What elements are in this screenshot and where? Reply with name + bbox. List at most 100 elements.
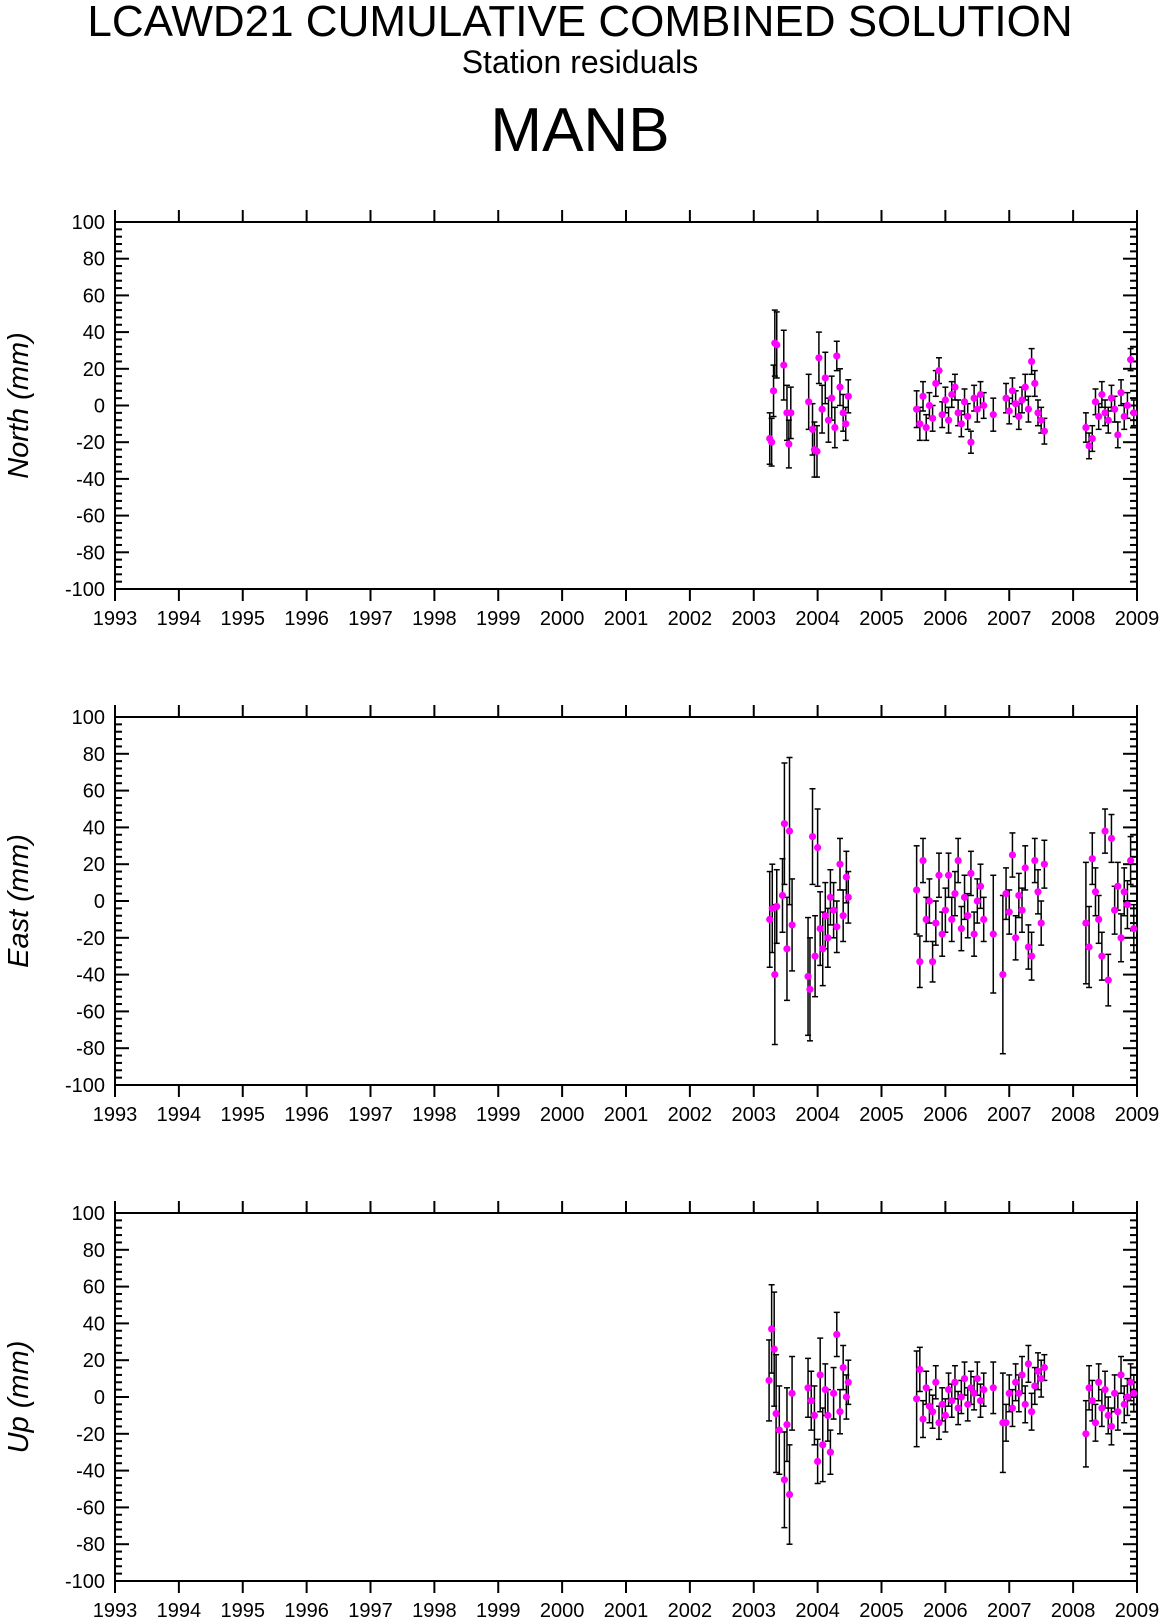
up-data-point — [1031, 1382, 1039, 1390]
up-data-point — [810, 1411, 819, 1419]
up-xtick-label: 2002 — [668, 1600, 713, 1621]
north-data-point — [815, 354, 823, 362]
up-ytick-label: 20 — [83, 1350, 105, 1372]
up-data-point — [964, 1400, 972, 1408]
north-data-point — [787, 409, 795, 417]
east-xtick-label: 2000 — [540, 1104, 585, 1126]
up-data-point — [1088, 1397, 1096, 1405]
east-data-point — [1028, 952, 1036, 960]
north-data-point — [824, 416, 833, 424]
up-data-point — [1005, 1389, 1013, 1397]
east-ytick-label: -80 — [76, 1038, 105, 1060]
north-data-point — [785, 440, 793, 448]
east-data-point — [1107, 834, 1116, 843]
north-data-point — [932, 379, 940, 388]
up-data-point — [829, 1389, 838, 1397]
up-data-point — [1040, 1363, 1048, 1372]
up-data-point — [780, 1476, 789, 1484]
east-data-point — [1082, 919, 1090, 927]
up-ytick-label: 80 — [83, 1240, 105, 1262]
up-ytick-label: -100 — [65, 1571, 105, 1593]
north-data-point — [1082, 423, 1090, 432]
east-data-point — [814, 844, 822, 852]
east-data-point — [913, 886, 921, 894]
north-ytick-label: -80 — [76, 542, 105, 564]
north-data-point — [938, 411, 946, 419]
north-data-point — [1021, 383, 1029, 391]
north-data-point — [1120, 412, 1128, 421]
east-data-point — [976, 882, 985, 890]
up-ytick-label: -80 — [76, 1534, 105, 1556]
up-ytick-label: 40 — [83, 1313, 105, 1335]
east-data-point — [1037, 919, 1045, 927]
up-data-point — [1127, 1378, 1135, 1386]
east-data-point — [766, 915, 774, 924]
up-data-point — [768, 1325, 776, 1333]
up-data-point — [1002, 1419, 1010, 1427]
north-data-point — [944, 416, 953, 424]
east-data-point — [1111, 906, 1119, 914]
east-xtick-label: 2007 — [987, 1104, 1032, 1126]
east-data-point — [1088, 855, 1096, 863]
east-data-point — [957, 925, 965, 933]
east-ytick-label: 60 — [83, 781, 105, 803]
north-data-point — [941, 396, 949, 404]
north-data-point — [989, 411, 997, 419]
up-data-point — [844, 1378, 852, 1386]
north-data-point — [839, 409, 847, 417]
up-xtick-label: 1998 — [412, 1600, 457, 1621]
north-data-point — [1111, 405, 1119, 413]
east-xtick-label: 2006 — [923, 1104, 968, 1126]
north-data-point — [929, 414, 937, 422]
east-ylabel: East (mm) — [3, 834, 35, 968]
north-xtick-label: 1993 — [93, 608, 138, 630]
north-data-point — [769, 387, 778, 395]
north-xtick-label: 1998 — [412, 608, 457, 630]
up-ylabel: Up (mm) — [3, 1341, 35, 1454]
north-xtick-label: 2002 — [668, 608, 713, 630]
east-data-point — [1005, 908, 1013, 916]
north-xtick-label: 2001 — [604, 608, 649, 630]
up-data-point — [976, 1397, 985, 1405]
east-data-point — [1012, 934, 1020, 942]
east-data-point — [941, 906, 949, 914]
north-data-point — [1098, 390, 1106, 399]
up-xtick-label: 1993 — [93, 1600, 138, 1621]
north-data-point — [768, 438, 776, 446]
north-data-point — [1107, 394, 1116, 402]
north-xtick-label: 1999 — [476, 608, 521, 630]
north-ytick-label: -20 — [76, 432, 105, 454]
up-data-point — [1123, 1393, 1132, 1401]
chart-subtitle: Station residuals — [461, 44, 699, 80]
north-data-point — [842, 420, 850, 428]
east-data-point — [778, 891, 787, 900]
up-data-point — [929, 1408, 937, 1416]
east-ytick-label: -100 — [65, 1075, 105, 1097]
east-xtick-label: 1999 — [476, 1104, 521, 1126]
north-data-point — [831, 423, 839, 432]
north-data-point — [1088, 434, 1096, 443]
up-xtick-label: 1995 — [221, 1600, 266, 1621]
north-ytick-label: 20 — [83, 359, 105, 381]
up-data-point — [816, 1371, 824, 1379]
up-data-point — [944, 1386, 953, 1394]
up-xtick-label: 2003 — [732, 1600, 777, 1621]
east-data-point — [842, 873, 850, 881]
east-data-point — [788, 921, 796, 929]
up-data-point — [1024, 1360, 1033, 1368]
north-data-point — [1117, 389, 1125, 397]
east-data-point — [1091, 888, 1100, 896]
north-data-point — [1018, 396, 1026, 404]
north-ytick-label: -100 — [65, 579, 105, 601]
east-data-point — [944, 871, 953, 879]
east-data-point — [836, 860, 844, 868]
north-data-point — [1034, 409, 1042, 417]
north-ytick-label: -40 — [76, 469, 105, 491]
up-data-point — [1037, 1375, 1045, 1383]
up-data-point — [1021, 1400, 1029, 1408]
up-ytick-label: -20 — [76, 1424, 105, 1446]
north-ytick-label: -60 — [76, 506, 105, 528]
up-data-point — [941, 1411, 949, 1419]
up-data-point — [821, 1386, 829, 1394]
east-data-point — [821, 912, 829, 920]
